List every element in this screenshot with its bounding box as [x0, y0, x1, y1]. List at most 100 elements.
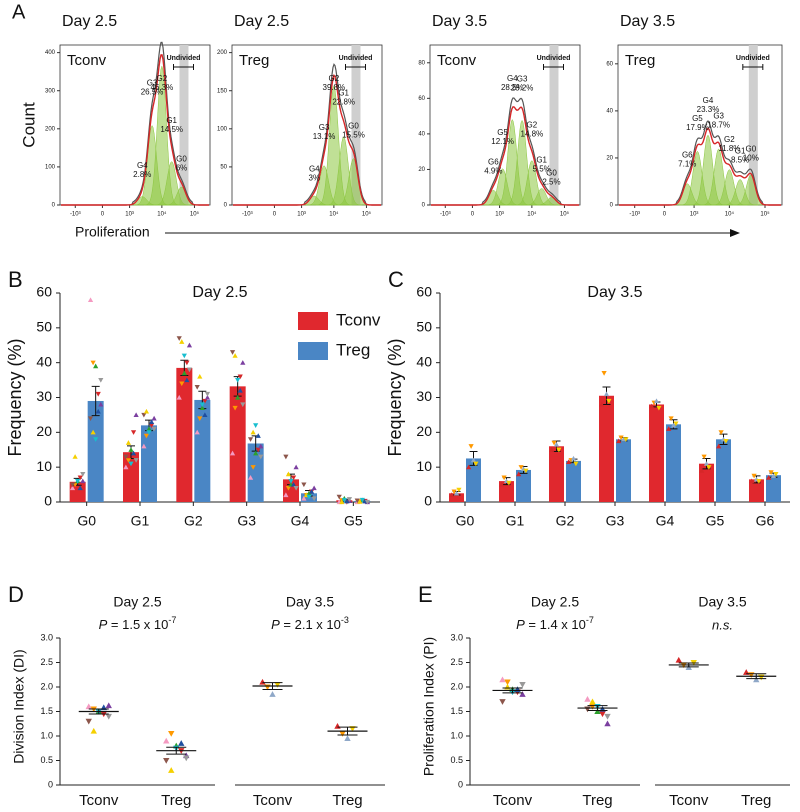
x-tick-label: 10⁴ [527, 211, 537, 218]
data-point [179, 339, 185, 344]
data-point [514, 686, 521, 693]
data-point [341, 498, 347, 503]
bar [749, 479, 764, 502]
data-point [346, 497, 353, 502]
x-tick-label: Treg [161, 792, 191, 809]
data-point [749, 478, 755, 484]
chart-title: Day 3.5 [698, 594, 746, 610]
x-tick-label: G2 [184, 513, 203, 529]
y-tick-label: 0.5 [450, 755, 463, 765]
data-point [504, 683, 511, 690]
data-point [232, 405, 238, 411]
data-point [306, 494, 312, 500]
y-tick-label: 200 [217, 50, 228, 56]
x-tick-label: -10³ [629, 212, 640, 218]
data-point [77, 475, 83, 481]
error-bar [502, 687, 523, 694]
gate-name: G1 [536, 155, 547, 164]
y-tick-label: 400 [45, 50, 56, 56]
x-tick-label: G1 [131, 513, 150, 529]
data-point [703, 461, 710, 466]
data-point [668, 416, 674, 421]
y-tick-label: 60 [606, 61, 613, 67]
data-point [551, 440, 557, 446]
bar [87, 400, 104, 502]
gate-name: G3 [517, 74, 528, 83]
data-point [93, 437, 99, 442]
y-tick-label: 0.5 [40, 755, 53, 765]
data-point [466, 464, 472, 470]
data-point [620, 436, 627, 442]
y-tick-label: 40 [418, 131, 425, 137]
chart-title: Day 3.5 [620, 13, 675, 30]
data-point [85, 703, 92, 710]
data-point [516, 471, 522, 477]
panel-label: E [418, 582, 433, 607]
bar [599, 395, 614, 502]
data-point [301, 495, 307, 501]
data-point [186, 342, 193, 348]
x-tick-label: 10⁴ [157, 211, 167, 218]
data-point [133, 458, 139, 463]
bar [666, 424, 681, 502]
undivided-band [549, 45, 559, 205]
data-point [229, 350, 236, 355]
data-point [499, 699, 506, 705]
data-point [148, 423, 155, 428]
chart-subtitle: Treg [239, 52, 269, 69]
gate-percent: 7.1% [678, 160, 696, 169]
gate-name: G4 [703, 96, 714, 105]
gate-name: G2 [329, 74, 340, 83]
gate-percent: 2.8% [133, 170, 151, 179]
chart-title: Day 2.5 [113, 594, 161, 610]
gate-percent: 26.5% [141, 87, 164, 96]
gate-name: G1 [735, 147, 746, 156]
data-point [202, 398, 208, 404]
gate-name: G2 [527, 121, 538, 130]
error-bar [337, 726, 358, 736]
data-point [95, 391, 101, 397]
data-point [235, 394, 241, 400]
data-point [594, 708, 601, 715]
y-axis-label: Frequency (%) [385, 338, 405, 456]
data-point [255, 447, 261, 453]
data-point [253, 450, 259, 456]
x-tick-label: G6 [756, 513, 775, 529]
x-tick-label: 10⁵ [560, 211, 570, 218]
error-bar [166, 746, 187, 755]
data-point [653, 398, 660, 404]
gate-name: G6 [682, 151, 693, 160]
y-tick-label: 100 [45, 164, 56, 170]
gate-percent: 15.5% [342, 131, 365, 140]
data-point [229, 450, 236, 456]
gate-percent: 10% [743, 153, 759, 162]
y-tick-label: 50 [220, 164, 227, 170]
gate-name: G1 [338, 88, 349, 97]
data-point [758, 674, 765, 681]
data-point [344, 735, 351, 742]
data-point [601, 371, 607, 376]
bar [69, 481, 86, 502]
data-point [603, 391, 610, 397]
bar [566, 460, 581, 502]
data-point [473, 461, 479, 467]
bar [229, 386, 246, 502]
data-point [748, 672, 755, 678]
y-tick-label: 0 [458, 779, 463, 789]
chart-title: Day 2.5 [531, 594, 579, 610]
data-point [199, 402, 205, 408]
y-tick-label: 1.0 [450, 730, 463, 740]
y-tick-label: 20 [416, 423, 432, 439]
gate-name: G2 [157, 74, 168, 83]
data-point [549, 447, 555, 452]
x-tick-label: G5 [344, 513, 363, 529]
data-point [250, 429, 256, 435]
gate-percent: 4.9% [484, 167, 502, 176]
undivided-label: Undivided [736, 55, 770, 62]
data-point [723, 438, 729, 444]
data-point [756, 479, 762, 484]
chart-title: Day 2.5 [234, 13, 289, 30]
data-point [247, 437, 254, 442]
bar [716, 439, 731, 502]
